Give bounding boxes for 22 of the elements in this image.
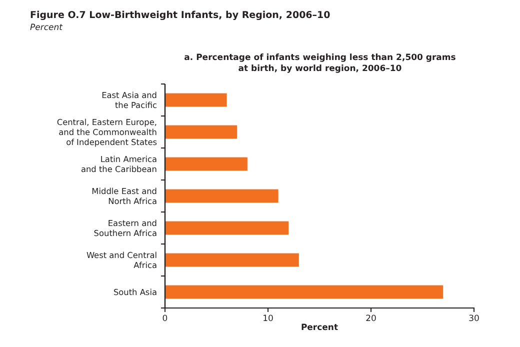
chart-title: Figure O.7 Low-Birthweight Infants, by Region, 2006–10	[30, 10, 331, 21]
x-axis-title: Percent	[300, 323, 338, 333]
y-tick-label: East Asia and the Pacific	[102, 90, 157, 110]
text: Percent	[30, 23, 64, 33]
bar	[165, 285, 444, 299]
y-tick-label: Central, Eastern Europe, and the Commonwealth of Independent States	[56, 117, 157, 147]
y-tick-label: West and Central Africa	[86, 250, 157, 270]
text: a. Percentage of infants weighing less than 2,500 grams at birth, by world region, 2006–10	[184, 53, 456, 74]
bar	[165, 125, 238, 139]
bar	[165, 189, 278, 203]
y-tick-label: Latin America and the Caribbean	[80, 154, 157, 174]
x-tick-label: 10	[262, 314, 274, 324]
bar	[165, 93, 227, 107]
x-tick-label: 0	[162, 314, 168, 324]
bar	[165, 221, 289, 235]
bar	[165, 253, 299, 267]
y-tick-label: Middle East and North Africa	[92, 186, 157, 206]
bar	[165, 157, 248, 171]
x-tick-label: 30	[468, 314, 480, 324]
x-tick-label: 20	[366, 314, 376, 324]
y-tick-label: Eastern and Southern Africa	[94, 218, 157, 238]
y-tick-label: South Asia	[113, 287, 157, 297]
